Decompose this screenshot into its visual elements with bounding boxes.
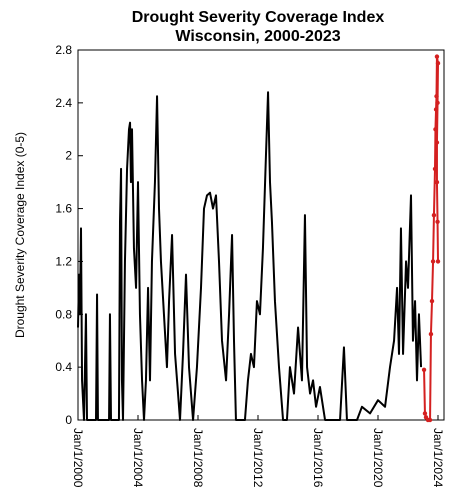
y-tick-label: 2.4 (55, 96, 72, 110)
x-tick-label: Jan/1/2000 (71, 428, 85, 487)
point (429, 298, 435, 304)
point (421, 367, 427, 372)
plot-frame (77, 49, 445, 421)
y-tick-label: 2 (65, 149, 72, 163)
chart-title: Drought Severity Coverage Index (132, 9, 385, 26)
point (431, 212, 437, 218)
point (435, 259, 441, 264)
point (434, 54, 440, 59)
y-tick-label: 0.4 (55, 360, 72, 374)
point (435, 61, 441, 66)
point (427, 417, 433, 423)
x-tick-label: Jan/1/2008 (191, 428, 205, 487)
x-tick-label: Jan/1/2020 (371, 428, 385, 487)
point (434, 179, 440, 185)
y-tick-label: 2.8 (55, 43, 72, 57)
y-tick-label: 1.2 (55, 254, 72, 268)
point (422, 411, 428, 416)
y-tick-label: 0.8 (55, 307, 72, 321)
y-tick-label: 0 (65, 413, 72, 427)
point (434, 94, 439, 99)
point (433, 107, 439, 112)
y-axis-label: Drought Severity Coverage Index (0-5) (13, 132, 27, 338)
point (432, 166, 438, 172)
point (435, 219, 440, 224)
x-tick-label: Jan/1/2004 (131, 428, 145, 487)
point (430, 259, 436, 264)
point (428, 331, 434, 337)
y-tick-label: 1.6 (55, 202, 72, 216)
x-tick-label: Jan/1/2024 (431, 428, 445, 487)
series-line (77, 91, 423, 421)
x-tick-label: Jan/1/2016 (311, 428, 325, 487)
point (434, 140, 440, 145)
point (433, 127, 438, 132)
x-tick-label: Jan/1/2012 (251, 428, 265, 487)
point (435, 100, 440, 106)
chart-subtitle: Wisconsin, 2000-2023 (175, 28, 340, 45)
